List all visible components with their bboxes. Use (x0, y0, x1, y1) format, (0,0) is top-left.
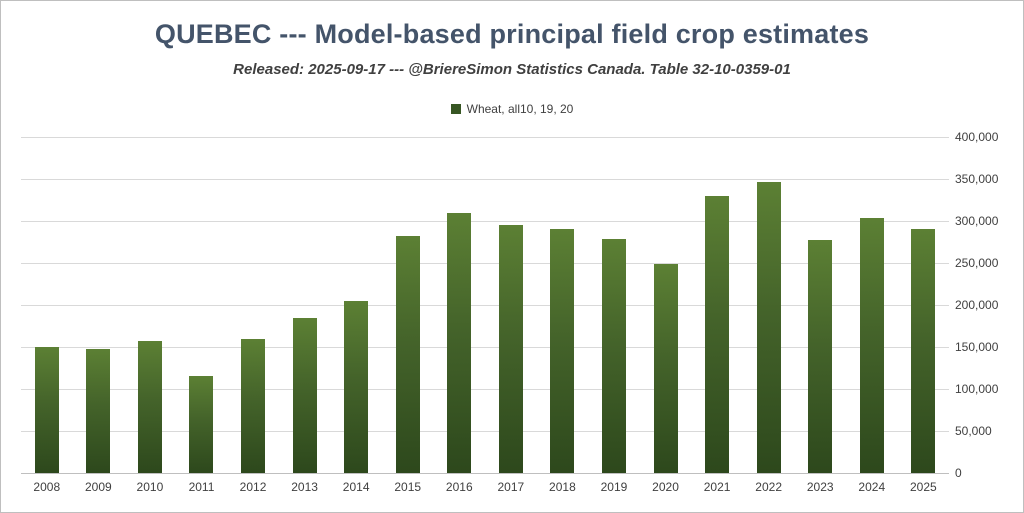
y-tick-label: 200,000 (955, 298, 999, 312)
bar-2018 (550, 229, 575, 473)
bar-slot (794, 137, 846, 473)
bar-2014 (344, 300, 369, 473)
y-tick-label: 0 (955, 466, 962, 480)
bar-slot (176, 137, 228, 473)
bar-2013 (292, 318, 317, 473)
y-tick-label: 400,000 (955, 130, 999, 144)
y-axis: 0 50,000 100,000 150,000 200,000 250,000 300,0… (955, 130, 1021, 480)
x-tick-label: 2015 (394, 480, 422, 494)
x-tick-label: 2025 (909, 480, 937, 494)
chart-title: QUEBEC --- Model-based principal field c… (154, 19, 870, 49)
x-tick-label: 2008 (33, 480, 61, 494)
bar-2015 (395, 236, 420, 473)
gridline (21, 263, 949, 264)
bar-slot (21, 137, 73, 473)
bar-2021 (705, 195, 730, 473)
bar-2008 (34, 347, 59, 473)
y-tick-label: 50,000 (955, 424, 992, 438)
plot-area (21, 137, 949, 474)
bar-slot (691, 137, 743, 473)
bar-slot (227, 137, 279, 473)
bar-slot (537, 137, 589, 473)
chart-subtitle: Released: 2025-09-17 --- @BriereSimon St… (233, 61, 791, 78)
x-tick-label: 2010 (136, 480, 164, 494)
legend-swatch-icon (450, 104, 461, 114)
bar-2024 (859, 218, 884, 473)
bar-slot (73, 137, 125, 473)
bar-2025 (911, 229, 936, 473)
bar-2012 (241, 338, 266, 473)
gridline (21, 473, 949, 474)
y-tick-label: 100,000 (955, 382, 999, 396)
bar-2010 (137, 341, 162, 473)
bar-2016 (447, 212, 472, 473)
gridline (21, 179, 949, 180)
x-tick-label: 2011 (188, 480, 215, 494)
x-tick-label: 2020 (652, 480, 679, 494)
x-tick-label: 2009 (84, 480, 112, 494)
bar-slot (640, 137, 692, 473)
bar-slot (485, 137, 537, 473)
gridline (21, 305, 949, 306)
y-tick-label: 300,000 (955, 214, 999, 228)
x-tick-label: 2023 (806, 480, 834, 494)
y-tick-label: 350,000 (955, 172, 999, 186)
gridline (21, 389, 949, 390)
x-tick-label: 2018 (549, 480, 576, 494)
chart-legend: Wheat, all10, 19, 20 (1, 102, 1023, 116)
bar-2011 (189, 375, 214, 473)
bars-row (21, 137, 949, 473)
bar-slot (124, 137, 176, 473)
x-tick-label: 2014 (342, 480, 370, 494)
y-tick-label: 250,000 (955, 256, 999, 270)
x-tick-label: 2019 (600, 480, 628, 494)
x-tick-label: 2013 (291, 480, 318, 494)
x-tick-label: 2012 (239, 480, 267, 494)
bar-2022 (756, 181, 781, 473)
x-tick-label: 2021 (703, 480, 731, 494)
bar-slot (434, 137, 486, 473)
y-tick-label: 150,000 (955, 340, 999, 354)
bar-slot (330, 137, 382, 473)
gridline (21, 347, 949, 348)
x-tick-label: 2022 (755, 480, 782, 494)
x-tick-label: 2016 (445, 480, 473, 494)
x-axis: 2008 2009 2010 2011 2012 2013 2014 2015 2016 2017… (21, 480, 949, 494)
x-tick-label: 2024 (858, 480, 886, 494)
bar-2019 (601, 239, 626, 473)
bar-2017 (498, 225, 523, 473)
x-tick-label: 2017 (497, 480, 525, 494)
bar-slot (279, 137, 331, 473)
legend-label: Wheat, all10, 19, 20 (466, 102, 574, 116)
bar-slot (898, 137, 950, 473)
gridline (21, 221, 949, 222)
gridline (21, 137, 949, 138)
bar-2020 (653, 263, 678, 473)
bar-slot (743, 137, 795, 473)
bar-2023 (808, 240, 833, 473)
bar-slot (588, 137, 640, 473)
bar-slot (846, 137, 898, 473)
bar-2009 (86, 348, 111, 473)
gridline (21, 431, 949, 432)
bar-slot (382, 137, 434, 473)
